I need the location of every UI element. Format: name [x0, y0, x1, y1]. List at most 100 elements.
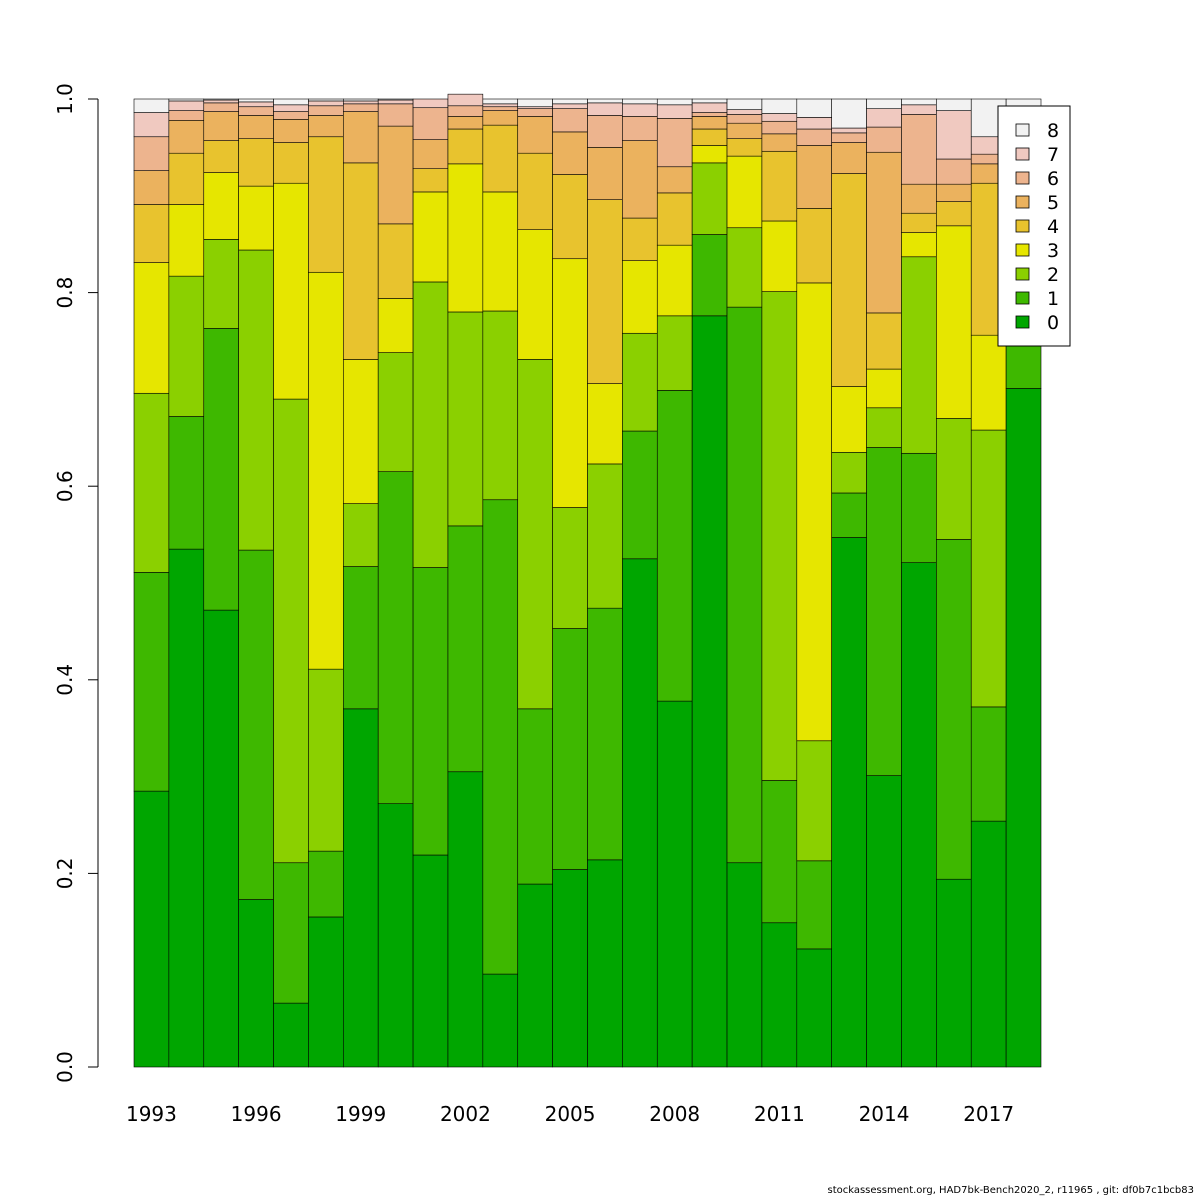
bar-2002-age-5: [447, 116, 484, 130]
bar-2011-age-2: [761, 291, 798, 781]
bar-2015-age-7: [901, 104, 937, 115]
bar-1997-age-2: [273, 398, 309, 864]
bar-2014-age-0: [866, 775, 902, 1068]
bar-2012-age-1: [796, 860, 832, 950]
bar-2013-age-2: [831, 452, 867, 494]
bar-2003-age-3: [482, 191, 519, 312]
bar-2008-age-4: [656, 192, 693, 246]
bar-2009-age-5: [691, 116, 728, 130]
bar-2005-age-8: [552, 98, 588, 105]
bar-2002-age-1: [447, 525, 484, 773]
bar-2005-age-3: [552, 258, 588, 508]
bar-2013-age-7: [831, 127, 867, 134]
bar-1994-age-2: [168, 275, 205, 417]
bar-2003-age-0: [482, 973, 519, 1068]
y-tick-label: 0.4: [53, 664, 77, 696]
legend-label-3: 3: [1047, 240, 1059, 262]
bar-2005-age-2: [552, 507, 588, 629]
bar-2004-age-5: [517, 116, 553, 154]
legend-swatch-8: [1015, 123, 1030, 137]
bar-1998-age-7: [308, 100, 344, 107]
bar-2011-age-3: [761, 220, 798, 292]
bar-2008-age-2: [656, 315, 693, 391]
bar-1994-age-8: [168, 98, 205, 102]
bar-2003-age-4: [482, 124, 519, 193]
bar-2003-age-1: [482, 499, 519, 975]
bar-2004-age-0: [517, 883, 553, 1068]
bar-2015-age-1: [901, 452, 937, 563]
bar-2014-age-4: [866, 312, 902, 370]
x-tick-label: 2008: [649, 1102, 700, 1126]
legend-swatch-0: [1015, 315, 1030, 329]
bar-2000-age-8: [377, 98, 414, 101]
bar-1999-age-7: [343, 100, 379, 105]
bar-1995-age-0: [203, 609, 239, 1068]
bars-group: [133, 93, 1042, 1068]
bar-1994-age-3: [168, 204, 205, 277]
bar-2011-age-4: [761, 150, 798, 222]
bar-2008-age-5: [656, 166, 693, 194]
legend-swatch-4: [1015, 219, 1030, 233]
bar-1997-age-0: [273, 1002, 309, 1068]
bar-2015-age-8: [901, 98, 937, 106]
bar-2017-age-2: [970, 429, 1007, 708]
bar-2005-age-5: [552, 131, 588, 175]
bar-1999-age-4: [343, 162, 379, 360]
bar-2009-age-8: [691, 98, 728, 104]
bar-1996-age-2: [238, 249, 274, 551]
bar-1997-age-8: [273, 98, 309, 106]
bar-2016-age-2: [936, 418, 972, 540]
bar-1998-age-1: [308, 850, 344, 918]
bar-1993-age-6: [133, 136, 170, 171]
bar-2006-age-4: [587, 199, 623, 384]
bar-2002-age-0: [447, 771, 484, 1068]
bar-2007-age-7: [622, 103, 658, 117]
bar-2014-age-1: [866, 447, 902, 776]
y-tick-label: 0.8: [53, 277, 77, 309]
bar-2013-age-4: [831, 173, 867, 387]
bar-1998-age-2: [308, 668, 344, 852]
bar-2012-age-3: [796, 282, 832, 742]
bar-2016-age-6: [936, 158, 972, 185]
x-axis: 1993 1996 1999 2002 2005 2008 2011 2014 2017: [126, 1102, 1014, 1126]
bar-2004-age-6: [517, 108, 553, 117]
legend-label-4: 4: [1047, 216, 1059, 238]
bar-1996-age-3: [238, 185, 274, 251]
bar-2009-age-7: [691, 102, 728, 113]
bar-2009-age-4: [691, 128, 728, 146]
x-tick-label: 2005: [545, 1102, 596, 1126]
bar-2006-age-2: [587, 463, 623, 609]
x-tick-label: 2002: [440, 1102, 491, 1126]
bar-2003-age-5: [482, 110, 519, 126]
bar-1993-age-8: [133, 98, 170, 113]
bar-2014-age-2: [866, 407, 902, 448]
bar-2015-age-0: [901, 562, 937, 1068]
bar-1996-age-7: [238, 101, 274, 108]
legend-label-7: 7: [1047, 144, 1059, 166]
bar-1995-age-6: [203, 102, 239, 112]
bar-2012-age-4: [796, 208, 832, 284]
bar-1999-age-1: [343, 566, 379, 710]
bar-2012-age-8: [796, 98, 832, 118]
bar-1999-age-3: [343, 359, 379, 504]
bar-2002-age-4: [447, 128, 484, 165]
bar-1997-age-3: [273, 182, 309, 400]
x-tick-label: 2011: [754, 1102, 805, 1126]
bar-2010-age-7: [726, 109, 763, 115]
bar-1999-age-8: [343, 98, 379, 102]
bar-2006-age-3: [587, 383, 623, 465]
bar-2010-age-0: [726, 862, 763, 1068]
bar-2013-age-0: [831, 537, 867, 1068]
bar-1998-age-5: [308, 115, 344, 138]
bar-2007-age-4: [622, 217, 658, 261]
x-tick-label: 2014: [859, 1102, 910, 1126]
bar-2012-age-6: [796, 128, 832, 146]
bar-2014-age-6: [866, 126, 902, 153]
bar-1996-age-0: [238, 899, 274, 1068]
bar-2005-age-1: [552, 628, 588, 870]
bar-2010-age-6: [726, 114, 763, 124]
bar-2015-age-4: [901, 212, 937, 233]
bar-2011-age-1: [761, 780, 798, 924]
bar-2001-age-6: [412, 107, 449, 140]
bar-2001-age-0: [412, 854, 449, 1068]
